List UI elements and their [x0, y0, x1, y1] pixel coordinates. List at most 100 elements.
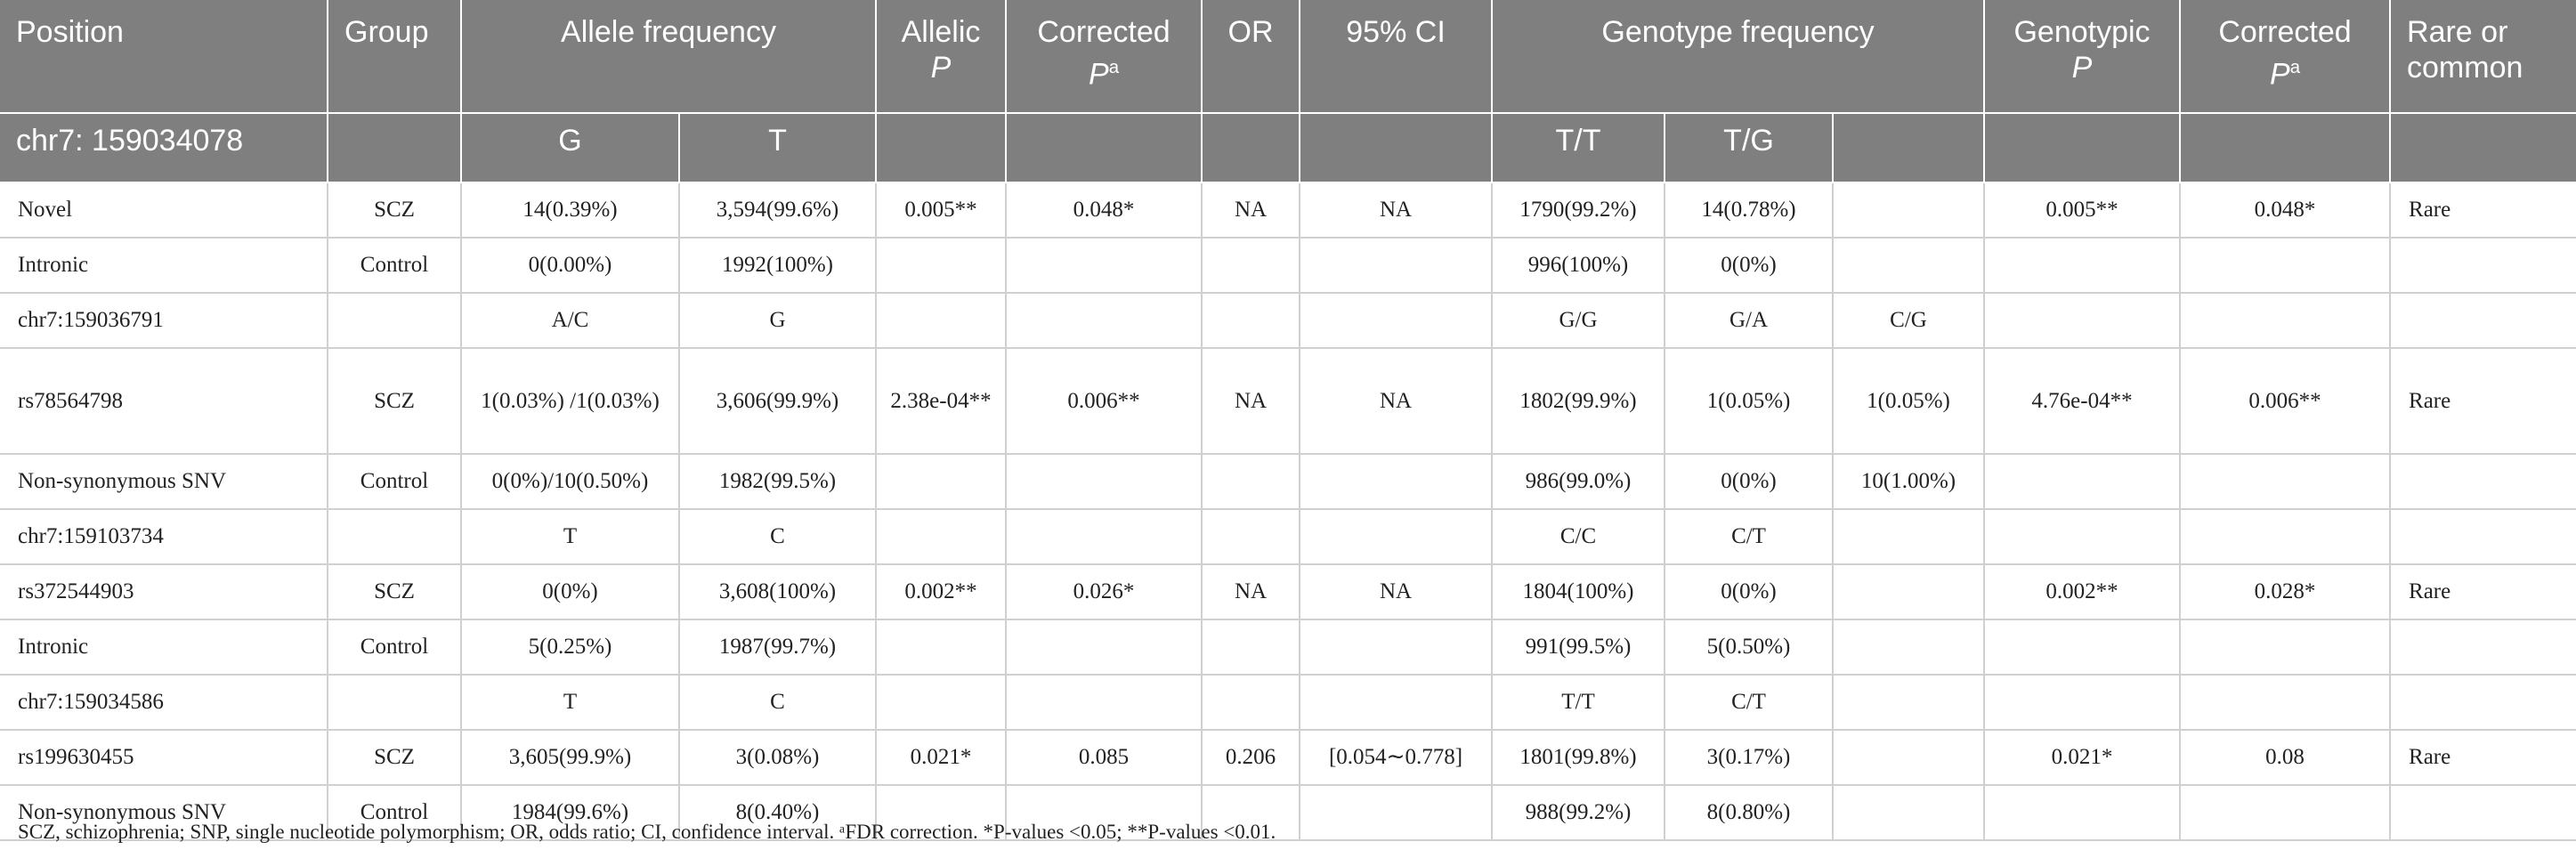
table-cell [2180, 293, 2392, 349]
table-cell: 0(0%) [1665, 454, 1835, 510]
table-cell: 1(0.05%) [1833, 348, 1986, 455]
table-cell: chr7:159036791 [0, 293, 328, 349]
table-row: rs78564798 SCZ 1(0.03%) /1(0.03%) 3,606(99.… [0, 348, 2576, 455]
table-cell: rs372544903 [0, 564, 328, 620]
table-cell [1984, 293, 2182, 349]
table-row: Intronic Control 5(0.25%) 1987(99.7%) 991(99… [0, 619, 2576, 676]
table-cell: Control [328, 619, 462, 676]
table-cell: Non-synonymous SNV [0, 454, 328, 510]
table-cell: 1987(99.7%) [679, 619, 878, 676]
table-cell: 8(0.40%) [679, 785, 878, 841]
table-cell: 2.38e-04** [876, 348, 1008, 455]
header-position-chr: chr7: 159034078 [0, 113, 328, 183]
table-cell [1984, 675, 2182, 731]
table-cell: C/G [1833, 293, 1986, 349]
table-cell [876, 619, 1008, 676]
table-cell: 1992(100%) [679, 238, 878, 294]
table-cell: 0.006** [2180, 348, 2392, 455]
table-cell: chr7:159103734 [0, 509, 328, 565]
header-genotype-frequency: Genotype frequency [1492, 0, 1986, 114]
table-cell: NA [1202, 348, 1301, 455]
table-cell [1202, 619, 1301, 676]
header-genotype-1: T/T [1492, 113, 1666, 183]
header-rare-common: Rare or common [2390, 0, 2576, 114]
table-cell [876, 454, 1008, 510]
table-cell: SCZ [328, 564, 462, 620]
table-cell [2390, 238, 2576, 294]
table-cell: C/T [1665, 509, 1835, 565]
table-cell: NA [1300, 564, 1494, 620]
table-cell: Rare [2390, 182, 2576, 239]
table-cell: Control [328, 454, 462, 510]
table-cell: NA [1300, 348, 1494, 455]
table-cell: NA [1202, 182, 1301, 239]
table-cell [1833, 675, 1986, 731]
table-cell: NA [1202, 564, 1301, 620]
table-cell [2180, 785, 2392, 841]
table-cell: Control [328, 785, 462, 841]
table-cell: Intronic [0, 619, 328, 676]
table-cell: 0(0%) [461, 564, 680, 620]
table-cell: Novel [0, 182, 328, 239]
table-cell [876, 785, 1008, 841]
header-corrected-p-2: Corrected Pa [2180, 0, 2392, 114]
table-cell [876, 238, 1008, 294]
table-cell: 3(0.08%) [679, 730, 878, 786]
header-row-1: Position Group Allele frequency Allelic P… [0, 0, 2576, 114]
table-row: Non-synonymous SNV Control 0(0%)/10(0.50%)… [0, 454, 2576, 510]
table-cell [1833, 619, 1986, 676]
table-cell: 5(0.25%) [461, 619, 680, 676]
table-cell [1006, 293, 1203, 349]
header-group: Group [328, 0, 462, 114]
table-cell [1006, 675, 1203, 731]
table-cell: Non-synonymous SNV [0, 785, 328, 841]
table-cell: G [679, 293, 878, 349]
header-allelic-p: Allelic P [876, 0, 1008, 114]
table-row: chr7:159034586 T C T/T C/T [0, 675, 2576, 731]
table-row: Novel SCZ 14(0.39%) 3,594(99.6%) 0.005** 0.04… [0, 182, 2576, 239]
table-cell [1984, 454, 2182, 510]
table-cell [1006, 454, 1203, 510]
table-cell: rs199630455 [0, 730, 328, 786]
table-cell [1300, 238, 1494, 294]
table-cell: SCZ [328, 182, 462, 239]
table-cell [1202, 293, 1301, 349]
table-row: chr7:159036791 A/C G G/G G/A C/G [0, 293, 2576, 349]
table-cell [1006, 238, 1203, 294]
table-cell: 0.206 [1202, 730, 1301, 786]
table-cell: 1790(99.2%) [1492, 182, 1666, 239]
table-cell [876, 509, 1008, 565]
table-cell: 1(0.03%) /1(0.03%) [461, 348, 680, 455]
table-cell [2180, 238, 2392, 294]
table-cell [1833, 509, 1986, 565]
table-cell: 0.048* [2180, 182, 2392, 239]
table-cell: 991(99.5%) [1492, 619, 1666, 676]
table-cell [1202, 238, 1301, 294]
table-cell: 1984(99.6%) [461, 785, 680, 841]
table-cell: A/C [461, 293, 680, 349]
table-cell [1833, 564, 1986, 620]
table-cell [1202, 675, 1301, 731]
header-position: Position [0, 0, 328, 114]
table-cell: 3,606(99.9%) [679, 348, 878, 455]
table-cell: rs78564798 [0, 348, 328, 455]
header-or: OR [1202, 0, 1301, 114]
table-cell: 14(0.78%) [1665, 182, 1835, 239]
table-cell: 0.028* [2180, 564, 2392, 620]
table-cell [2390, 293, 2576, 349]
table-cell: T/T [1492, 675, 1666, 731]
table-cell: 1982(99.5%) [679, 454, 878, 510]
table-cell [328, 293, 462, 349]
table-cell: 0.006** [1006, 348, 1203, 455]
table-footnote: SCZ, schizophrenia; SNP, single nucleoti… [18, 821, 1276, 843]
table-cell [328, 509, 462, 565]
table-cell: 0(0%)/10(0.50%) [461, 454, 680, 510]
table-cell [1202, 454, 1301, 510]
header-allele-2: T [679, 113, 878, 183]
table-cell [2390, 509, 2576, 565]
table-cell: 10(1.00%) [1833, 454, 1986, 510]
table-cell: 986(99.0%) [1492, 454, 1666, 510]
table-cell [1984, 785, 2182, 841]
table-row: chr7:159103734 T C C/C C/T [0, 509, 2576, 565]
